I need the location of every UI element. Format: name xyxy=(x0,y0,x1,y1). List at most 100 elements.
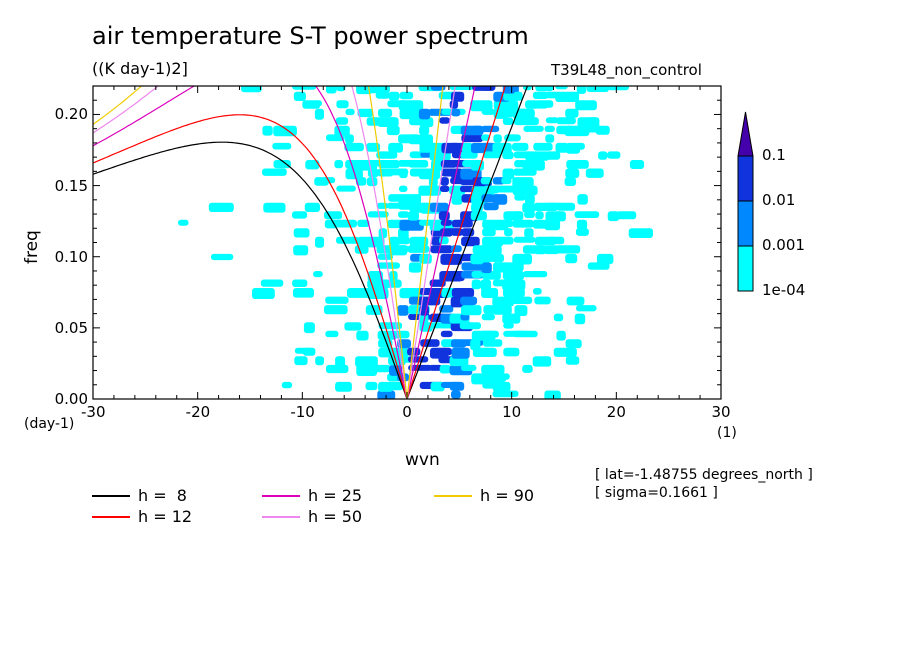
heatmap-cell xyxy=(460,364,477,371)
heatmap-cell xyxy=(586,117,599,127)
heatmap-cell xyxy=(408,262,422,273)
heatmap-cell xyxy=(481,262,492,274)
heatmap-cell xyxy=(492,381,511,392)
heatmap-cell xyxy=(313,271,323,278)
heatmap-cell xyxy=(534,245,547,255)
heatmap-cell xyxy=(565,253,578,264)
heatmap-cell xyxy=(366,177,378,187)
colorbar-label: 0.01 xyxy=(762,191,796,209)
heatmap-cell xyxy=(565,168,580,178)
heatmap-cell xyxy=(502,262,524,272)
heatmap-cell xyxy=(387,381,404,391)
heatmap-cell xyxy=(344,322,362,331)
heatmap-cell xyxy=(449,381,465,391)
heatmap-cell xyxy=(471,125,483,134)
heatmap-cell xyxy=(553,313,564,322)
heatmap-cell xyxy=(375,91,390,99)
heatmap-cell xyxy=(315,356,324,366)
heatmap-cell xyxy=(574,211,600,218)
info-block: [ lat=-1.48755 degrees_north ] [ sigma=0… xyxy=(595,466,813,502)
heatmap-cell xyxy=(545,117,559,124)
colorbar-label: 0.1 xyxy=(762,146,786,164)
heatmap-cell xyxy=(367,271,384,282)
heatmap-cell xyxy=(575,100,597,111)
heatmap-cell xyxy=(522,364,533,373)
heatmap-cell xyxy=(408,160,429,168)
heatmap-cell xyxy=(502,271,525,280)
heatmap-cell xyxy=(480,279,492,291)
x-tick-label: -10 xyxy=(290,403,315,421)
heatmap-cell xyxy=(367,168,379,178)
heatmap-cell xyxy=(293,245,309,256)
heatmap-cell xyxy=(450,245,462,253)
x-tick-label: 20 xyxy=(606,403,626,421)
heatmap-cell xyxy=(407,245,430,253)
colorbar-segment xyxy=(737,245,754,292)
heatmap-cells xyxy=(178,86,653,399)
heatmap-cell xyxy=(378,108,393,118)
heatmap-cell xyxy=(324,305,348,315)
heatmap-cell xyxy=(430,245,453,254)
heatmap-cell xyxy=(460,296,478,305)
heatmap-cell xyxy=(388,142,403,153)
heatmap-cell xyxy=(428,364,443,371)
heatmap-cell xyxy=(449,356,469,367)
heatmap-cell xyxy=(576,305,597,312)
heatmap-cell xyxy=(564,125,590,137)
heatmap-cell xyxy=(356,330,369,341)
heatmap-cell xyxy=(471,279,481,290)
heatmap-cell xyxy=(292,279,308,287)
heatmap-cell xyxy=(576,219,588,230)
heatmap-cell xyxy=(481,125,500,133)
heatmap-cell xyxy=(354,245,369,254)
heatmap-cell xyxy=(313,100,322,107)
heatmap-cell xyxy=(303,322,315,334)
heatmap-cell xyxy=(324,211,343,220)
heatmap-cell xyxy=(293,288,314,298)
heatmap-cell xyxy=(492,305,512,315)
heatmap-cell xyxy=(544,390,561,399)
heatmap-cell xyxy=(272,142,292,150)
heatmap-cell xyxy=(586,86,609,92)
heatmap-cell xyxy=(491,373,510,380)
heatmap-cell xyxy=(481,313,495,321)
heatmap-cell xyxy=(357,108,374,118)
colorbar-segment xyxy=(737,200,754,247)
heatmap-cell xyxy=(544,219,561,231)
rossby-curve xyxy=(93,86,408,399)
heatmap-cell xyxy=(428,296,439,305)
x-tick-label: -30 xyxy=(81,403,106,421)
rossby-curve xyxy=(93,86,408,399)
heatmap-cell xyxy=(378,339,393,348)
x-tick-label: -20 xyxy=(185,403,211,421)
heatmap-cell xyxy=(439,185,450,192)
heatmap-cell xyxy=(335,117,349,125)
heatmap-cell xyxy=(470,100,493,112)
heatmap-cell xyxy=(481,134,491,141)
heatmap-cell xyxy=(533,142,553,151)
heatmap-cell xyxy=(564,177,576,186)
heatmap-cell xyxy=(293,228,310,238)
heatmap-cell xyxy=(553,347,577,357)
heatmap-cell xyxy=(481,288,499,298)
heatmap-cell xyxy=(512,177,534,188)
heatmap-cell xyxy=(461,262,487,271)
heatmap-cell xyxy=(325,296,349,304)
heatmap-cell xyxy=(492,142,512,154)
heatmap-cell xyxy=(409,236,429,247)
heatmap-cell xyxy=(325,330,339,338)
heatmap-cell xyxy=(492,194,508,205)
heatmap-cell xyxy=(262,125,273,136)
heatmap-cell xyxy=(522,202,536,213)
heatmap-cell xyxy=(535,211,544,220)
heatmap-cell xyxy=(546,236,565,245)
heatmap-cell xyxy=(596,253,614,265)
heatmap-cell xyxy=(565,339,582,349)
heatmap-cell xyxy=(480,177,492,185)
heatmap-cell xyxy=(502,313,521,324)
heatmap-cell xyxy=(598,151,608,160)
heatmap-cell xyxy=(514,194,526,201)
heatmap-cell xyxy=(502,279,526,291)
y-tick-label: 0.15 xyxy=(54,176,88,195)
